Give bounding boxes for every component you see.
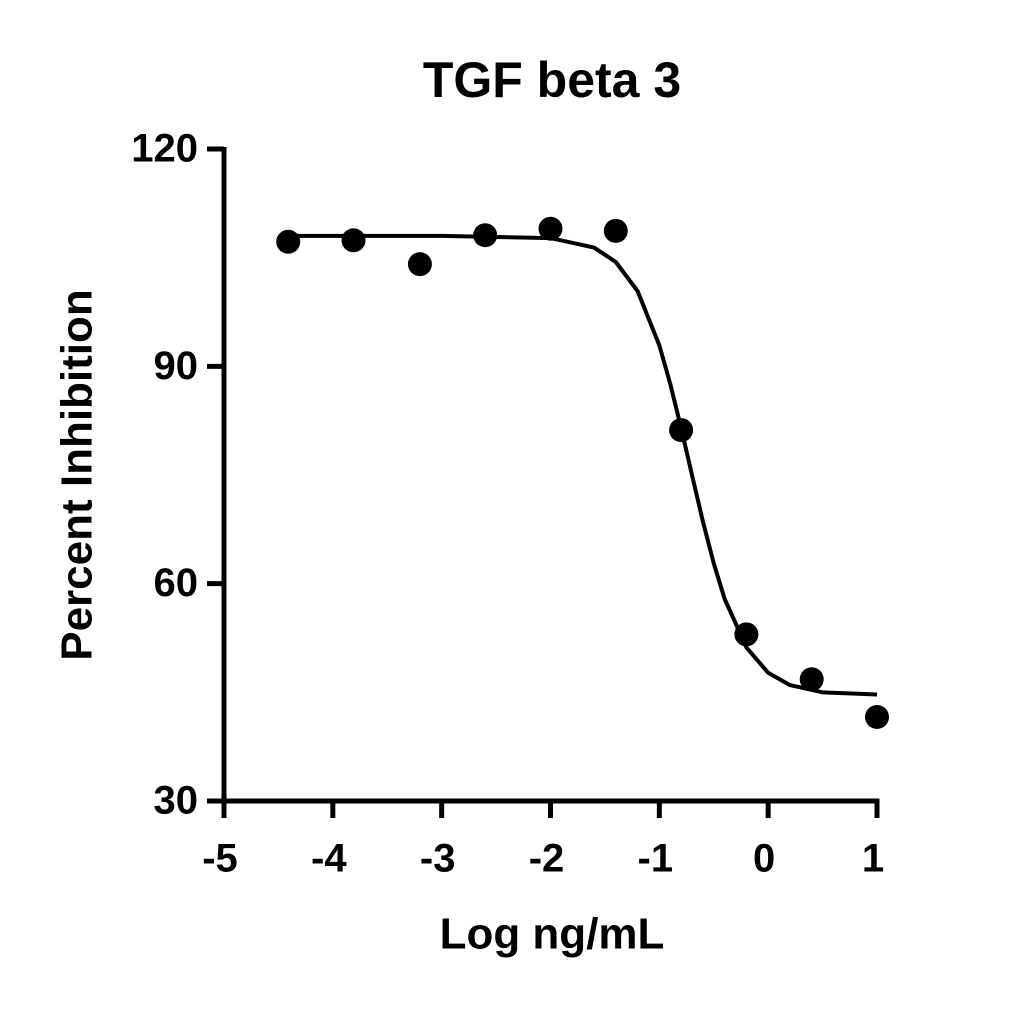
x-tick-label: -5 (202, 837, 238, 881)
y-tick-label: 90 (154, 344, 199, 388)
y-tick-label: 120 (131, 127, 198, 171)
data-point (407, 252, 432, 277)
data-point (799, 667, 824, 692)
chart-title: TGF beta 3 (423, 52, 681, 108)
data-point (341, 228, 366, 253)
data-point (669, 418, 694, 443)
y-tick-label: 60 (154, 561, 199, 605)
x-tick-label: -1 (638, 837, 674, 881)
data-point (603, 218, 628, 243)
data-point (473, 223, 498, 248)
x-tick-label: -4 (311, 837, 347, 881)
data-point (865, 704, 889, 729)
x-axis-label: Log ng/mL (440, 910, 665, 959)
x-tick-label: -3 (420, 837, 456, 881)
x-tick-label: -2 (529, 837, 565, 881)
y-axis-label: Percent Inhibition (53, 289, 102, 661)
fit-curve (289, 233, 878, 697)
data-point (276, 229, 301, 254)
data-point (734, 622, 759, 647)
x-tick-label: 0 (753, 837, 775, 881)
x-tick-label: 1 (862, 837, 884, 881)
y-tick-label: 30 (154, 779, 199, 823)
data-point (538, 216, 563, 241)
